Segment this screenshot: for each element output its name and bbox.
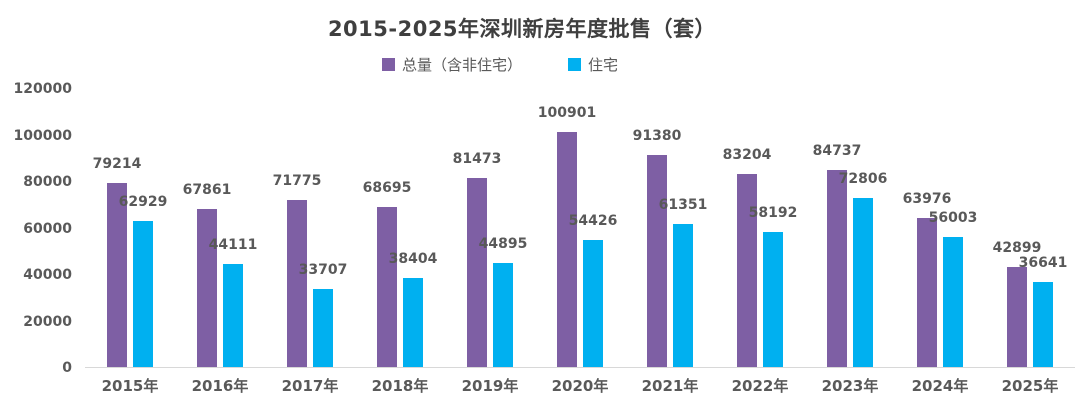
total-bar-value-label: 63976 — [902, 191, 952, 207]
y-tick-label: 20000 — [23, 313, 72, 330]
bar-group-2025: 42899 36641 2025年 — [985, 89, 1075, 396]
residential-bar — [673, 224, 693, 367]
chart-title: 2015-2025年深圳新房年度批售（套） — [327, 17, 717, 41]
residential-bar-value-label: 36641 — [1018, 255, 1068, 271]
residential-bar — [583, 240, 603, 367]
y-tick-label: 80000 — [23, 174, 72, 190]
x-axis-label: 2018年 — [371, 377, 429, 395]
bar-group-2017: 71775 33707 2017年 — [265, 89, 355, 396]
residential-bar-value-label: 38404 — [388, 251, 438, 267]
legend-label-total: 总量（含非住宅） — [401, 56, 522, 74]
residential-bar-value-label: 54426 — [568, 213, 618, 229]
x-axis-label: 2025年 — [1001, 377, 1059, 395]
bar-group-2018: 68695 38404 2018年 — [355, 89, 445, 396]
total-series-swatch — [381, 58, 395, 71]
legend-label-residential: 住宅 — [588, 56, 619, 74]
total-bar-value-label: 42899 — [992, 240, 1042, 256]
bar-group-2023: 84737 72806 2023年 — [805, 89, 895, 396]
total-bar — [647, 155, 667, 367]
total-bar — [1007, 267, 1027, 367]
residential-bar-value-label: 58192 — [748, 205, 798, 221]
x-axis-label: 2022年 — [731, 377, 789, 395]
x-axis-label: 2020年 — [551, 377, 609, 395]
total-bar — [467, 178, 487, 367]
residential-bar — [223, 264, 243, 367]
bar-group-2015: 79214 62929 2015年 — [85, 89, 175, 396]
residential-bar — [493, 263, 513, 367]
y-tick-label: 120000 — [13, 81, 72, 97]
total-bar — [737, 174, 757, 367]
total-bar — [827, 170, 847, 367]
x-axis-label: 2017年 — [281, 377, 339, 395]
residential-bar — [763, 232, 783, 367]
residential-series-swatch — [568, 58, 581, 71]
residential-bar — [403, 278, 423, 367]
x-axis-label: 2021年 — [641, 377, 699, 395]
residential-bar-value-label: 72806 — [838, 171, 888, 187]
residential-bar-value-label: 44895 — [478, 236, 528, 252]
bar-group-2022: 83204 58192 2022年 — [715, 89, 805, 396]
chart-legend: 总量（含非住宅） 住宅 — [0, 54, 1000, 75]
total-bar-value-label: 84737 — [812, 143, 862, 159]
x-axis-label: 2016年 — [191, 377, 249, 395]
legend-item-total: 总量（含非住宅） — [381, 54, 522, 75]
x-axis-label: 2015年 — [101, 377, 159, 395]
total-bar — [287, 200, 307, 367]
total-bar — [917, 218, 937, 367]
total-bar-value-label: 100901 — [537, 105, 597, 121]
total-bar-value-label: 83204 — [722, 147, 772, 163]
residential-bar-value-label: 44111 — [208, 237, 258, 253]
residential-bar — [133, 221, 153, 367]
residential-bar — [943, 237, 963, 367]
bar-group-2016: 67861 44111 2016年 — [175, 89, 265, 396]
bar-group-2020: 100901 54426 2020年 — [535, 89, 625, 396]
residential-bar — [853, 198, 873, 367]
residential-bar-value-label: 56003 — [928, 210, 978, 226]
y-axis: 0 20000 40000 60000 80000 100000 120000 — [0, 81, 72, 376]
total-bar — [197, 209, 217, 367]
total-bar — [377, 207, 397, 367]
total-bar-value-label: 67861 — [182, 182, 232, 198]
total-bar-value-label: 71775 — [272, 173, 322, 189]
residential-bar — [1033, 282, 1053, 367]
x-axis-label: 2019年 — [461, 377, 519, 395]
x-axis-label: 2024年 — [911, 377, 969, 395]
y-tick-label: 60000 — [23, 220, 72, 237]
total-bar — [557, 132, 577, 367]
plot-area: 79214 62929 2015年 67861 44111 2016年 71775 33707… — [85, 89, 1075, 396]
legend-item-residential: 住宅 — [568, 54, 618, 75]
x-axis-label: 2023年 — [821, 377, 879, 395]
residential-bar-value-label: 33707 — [298, 262, 348, 278]
bar-group-2021: 91380 61351 2021年 — [625, 89, 715, 396]
residential-bar — [313, 289, 333, 367]
total-bar-value-label: 79214 — [92, 156, 142, 172]
y-tick-label: 0 — [62, 360, 72, 376]
residential-bar-value-label: 61351 — [658, 197, 708, 213]
total-bar-value-label: 68695 — [362, 180, 412, 196]
y-tick-label: 40000 — [23, 267, 72, 283]
total-bar — [107, 183, 127, 367]
residential-bar-value-label: 62929 — [118, 194, 168, 210]
bar-group-2024: 63976 56003 2024年 — [895, 89, 985, 396]
total-bar-value-label: 81473 — [452, 151, 502, 167]
y-tick-label: 100000 — [13, 127, 72, 144]
total-bar-value-label: 91380 — [632, 128, 682, 144]
bar-group-2019: 81473 44895 2019年 — [445, 89, 535, 396]
